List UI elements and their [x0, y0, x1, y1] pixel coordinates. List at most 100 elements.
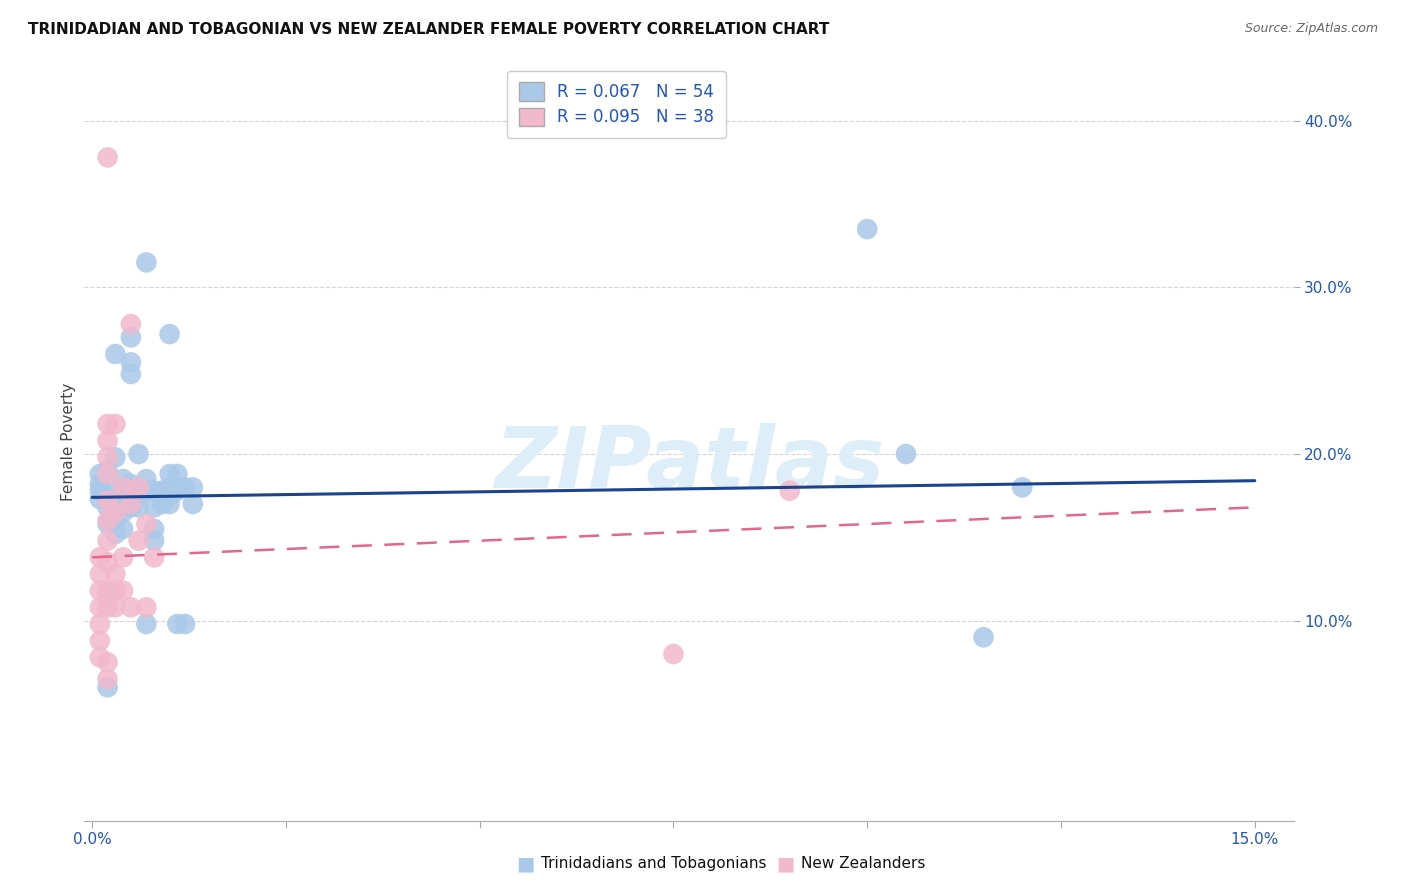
Point [112, 505, 135, 519]
Point [159, 489, 181, 503]
Point [128, 447, 150, 461]
Point [159, 467, 181, 481]
Point [89, 583, 111, 598]
Point [159, 327, 181, 342]
Point [143, 522, 166, 536]
Point [112, 472, 135, 486]
Point [97, 516, 120, 531]
Point [135, 600, 157, 615]
Point [150, 483, 173, 498]
Point [181, 480, 204, 494]
Point [135, 516, 157, 531]
Point [104, 514, 127, 528]
Point [150, 497, 173, 511]
Point [894, 447, 917, 461]
Point [120, 330, 142, 344]
Point [112, 583, 135, 598]
Point [972, 631, 994, 645]
Point [174, 617, 197, 632]
Point [97, 533, 120, 548]
Point [89, 477, 111, 491]
Point [112, 480, 135, 494]
Point [135, 483, 157, 498]
Point [143, 550, 166, 565]
Point [128, 480, 150, 494]
Point [97, 450, 120, 465]
Point [104, 347, 127, 361]
Point [120, 355, 142, 369]
Point [1011, 480, 1033, 494]
Point [97, 464, 120, 478]
Point [97, 493, 120, 508]
Point [89, 550, 111, 565]
Point [120, 500, 142, 515]
Point [104, 567, 127, 582]
Legend: R = 0.067   N = 54, R = 0.095   N = 38: R = 0.067 N = 54, R = 0.095 N = 38 [508, 70, 725, 138]
Point [120, 367, 142, 381]
Point [120, 600, 142, 615]
Point [166, 467, 188, 481]
Text: ■: ■ [516, 854, 534, 873]
Point [89, 633, 111, 648]
Point [174, 480, 197, 494]
Point [662, 647, 685, 661]
Point [97, 500, 120, 515]
Text: New Zealanders: New Zealanders [801, 856, 925, 871]
Point [89, 650, 111, 665]
Point [135, 472, 157, 486]
Point [856, 222, 879, 236]
Point [89, 467, 111, 481]
Point [120, 489, 142, 503]
Point [135, 255, 157, 269]
Point [89, 491, 111, 506]
Point [159, 480, 181, 494]
Point [181, 497, 204, 511]
Text: ZIPatlas: ZIPatlas [494, 423, 884, 506]
Point [97, 489, 120, 503]
Point [97, 434, 120, 448]
Point [779, 483, 801, 498]
Point [97, 467, 120, 481]
Point [135, 617, 157, 632]
Point [97, 417, 120, 431]
Point [104, 600, 127, 615]
Y-axis label: Female Poverty: Female Poverty [60, 383, 76, 500]
Point [120, 477, 142, 491]
Point [159, 497, 181, 511]
Point [104, 500, 127, 515]
Text: TRINIDADIAN AND TOBAGONIAN VS NEW ZEALANDER FEMALE POVERTY CORRELATION CHART: TRINIDADIAN AND TOBAGONIAN VS NEW ZEALAN… [28, 22, 830, 37]
Point [120, 317, 142, 331]
Point [112, 489, 135, 503]
Point [112, 550, 135, 565]
Point [128, 489, 150, 503]
Point [104, 450, 127, 465]
Point [143, 483, 166, 498]
Point [128, 533, 150, 548]
Point [89, 600, 111, 615]
Point [97, 656, 120, 670]
Point [89, 483, 111, 498]
Point [166, 483, 188, 498]
Point [120, 497, 142, 511]
Point [97, 672, 120, 686]
Point [89, 617, 111, 632]
Text: Source: ZipAtlas.com: Source: ZipAtlas.com [1244, 22, 1378, 36]
Point [104, 527, 127, 541]
Point [104, 417, 127, 431]
Point [97, 583, 120, 598]
Point [89, 567, 111, 582]
Point [97, 514, 120, 528]
Point [128, 500, 150, 515]
Point [97, 150, 120, 164]
Point [112, 522, 135, 536]
Point [97, 600, 120, 615]
Point [97, 681, 120, 695]
Point [143, 533, 166, 548]
Point [97, 555, 120, 569]
Point [166, 617, 188, 632]
Point [104, 483, 127, 498]
Point [143, 500, 166, 515]
Text: ■: ■ [776, 854, 794, 873]
Point [104, 583, 127, 598]
Text: Trinidadians and Tobagonians: Trinidadians and Tobagonians [541, 856, 766, 871]
